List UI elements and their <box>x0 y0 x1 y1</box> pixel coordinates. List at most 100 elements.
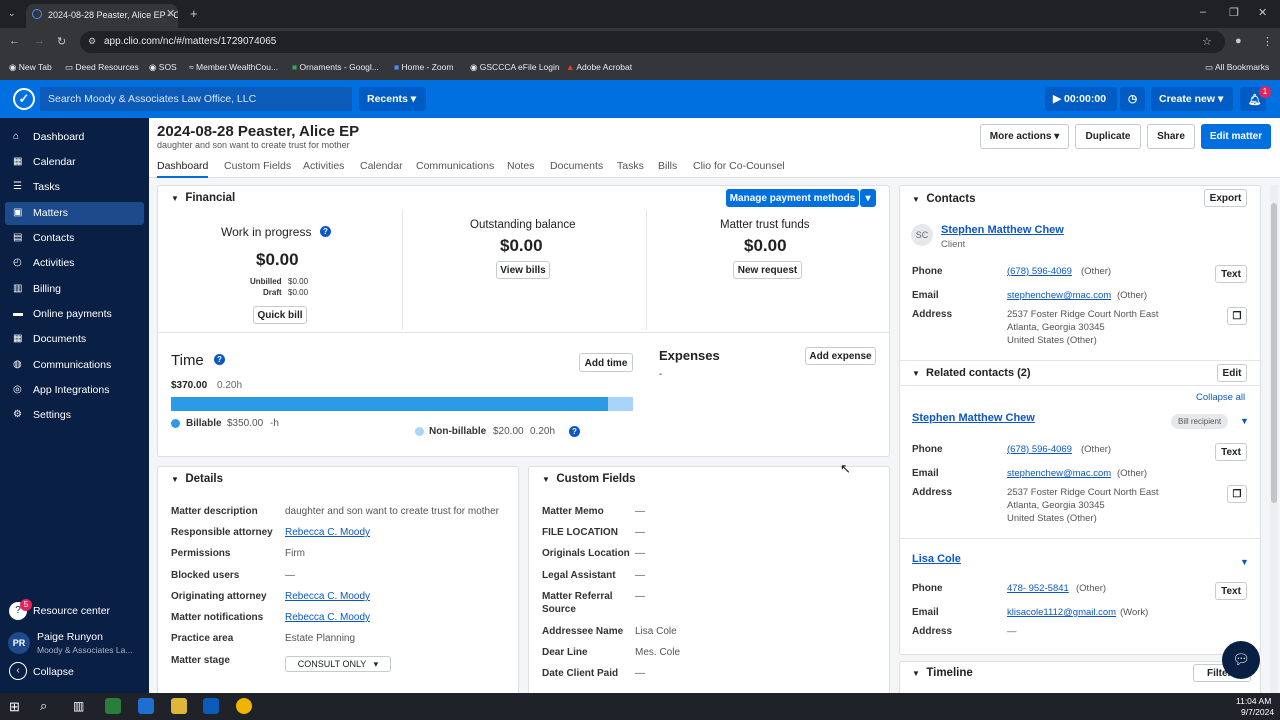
new-tab-icon[interactable]: + <box>190 6 198 21</box>
tab-notes[interactable]: Notes <box>507 160 535 172</box>
sidebar-item-tasks[interactable]: ☰ Tasks <box>13 181 60 193</box>
export-button[interactable]: Export <box>1204 189 1247 207</box>
tab-bills[interactable]: Bills <box>658 160 678 172</box>
new-request-button[interactable]: New request <box>733 261 802 279</box>
store-app-icon[interactable] <box>105 698 121 714</box>
edit-related-button[interactable]: Edit <box>1217 364 1247 382</box>
file-explorer-icon[interactable] <box>171 698 187 714</box>
text-related-button[interactable]: Text <box>1215 582 1247 600</box>
add-time-button[interactable]: Add time <box>579 353 633 372</box>
related-email-link[interactable]: klisacole1112@gmail.com <box>1007 607 1117 618</box>
client-email-link[interactable]: stephenchew@mac.com <box>1007 290 1112 301</box>
edit-matter-button[interactable]: Edit matter <box>1201 124 1271 149</box>
user-name[interactable]: Paige Runyon <box>37 631 103 643</box>
client-phone-link[interactable]: (678) 596-4069 <box>1007 266 1072 277</box>
create-new-button[interactable]: Create new ▾ <box>1151 87 1233 111</box>
taskbar-clock[interactable]: 11:04 AM <box>1236 696 1272 706</box>
bookmark-sos[interactable]: ◉ SOS <box>149 62 177 72</box>
scrollbar-thumb[interactable] <box>1271 203 1277 503</box>
timer-button[interactable]: ▶ 00:00:00 <box>1045 87 1117 111</box>
text-related-button[interactable]: Text <box>1215 443 1247 461</box>
sidebar-item-documents[interactable]: ▦ Documents <box>13 333 87 345</box>
copy-address-button[interactable]: ❐ <box>1227 485 1247 503</box>
back-icon[interactable]: ← <box>9 35 20 47</box>
recents-button[interactable]: Recents ▾ <box>359 87 426 111</box>
all-bookmarks[interactable]: ▭ All Bookmarks <box>1205 62 1270 72</box>
sidebar-item-dashboard[interactable]: ⌂ Dashboard <box>13 131 85 143</box>
taskbar-search-icon[interactable]: ⌕ <box>40 698 48 713</box>
restore-icon[interactable]: ❐ <box>1229 7 1239 19</box>
bookmark-zoom[interactable]: ■ Home - Zoom <box>394 62 454 72</box>
tab-tasks[interactable]: Tasks <box>617 160 644 172</box>
contacts-heading[interactable]: ▼ Contacts <box>912 193 976 205</box>
related-phone-link[interactable]: (678) 596-4069 <box>1007 444 1072 455</box>
sidebar-item-online-payments[interactable]: ▬ Online payments <box>13 308 112 320</box>
address-bar[interactable]: app.clio.com/nc/#/matters/1729074065 <box>80 31 1225 53</box>
tab-documents[interactable]: Documents <box>550 160 604 172</box>
profile-icon[interactable]: ● <box>1235 35 1242 47</box>
bookmark-star-icon[interactable]: ☆ <box>1202 36 1212 48</box>
tab-clio-co-counsel[interactable]: Clio for Co-Counsel <box>693 160 785 172</box>
chrome-app-icon[interactable] <box>236 698 252 714</box>
client-name-link[interactable]: Stephen Matthew Chew <box>941 224 1064 236</box>
chat-button[interactable]: 💬︎ <box>1222 641 1260 679</box>
tab-calendar[interactable]: Calendar <box>360 160 403 172</box>
responsible-attorney-link[interactable]: Rebecca C. Moody <box>285 527 371 538</box>
bookmark-ornaments[interactable]: ■ Ornaments - Googl... <box>292 62 379 72</box>
outlook-app-icon[interactable] <box>203 698 219 714</box>
tab-custom-fields[interactable]: Custom Fields <box>224 160 292 172</box>
more-actions-button[interactable]: More actions ▾ <box>980 124 1069 149</box>
global-search-input[interactable]: Search Moody & Associates Law Office, LL… <box>40 87 352 111</box>
custom-fields-heading[interactable]: ▼ Custom Fields <box>542 473 636 485</box>
tab-communications[interactable]: Communications <box>416 160 495 172</box>
bookmark-deed-resources[interactable]: ▭ Deed Resources <box>65 62 139 72</box>
sidebar-item-activities[interactable]: ◴ Activities <box>13 257 75 269</box>
related-contacts-heading[interactable]: ▼ Related contacts (2) <box>912 367 1031 379</box>
help-icon[interactable]: ? <box>569 426 580 437</box>
bookmark-new-tab[interactable]: ◉ New Tab <box>9 62 52 72</box>
details-heading[interactable]: ▼ Details <box>171 473 224 485</box>
quick-bill-button[interactable]: Quick bill <box>253 306 307 324</box>
matter-notifications-link[interactable]: Rebecca C. Moody <box>285 612 371 623</box>
avatar[interactable]: PR <box>8 632 30 654</box>
expand-contact-icon[interactable]: ▼ <box>1240 557 1249 567</box>
chrome-menu-icon[interactable]: ⋮ <box>1262 36 1273 48</box>
expand-contact-icon[interactable]: ▼ <box>1240 416 1249 426</box>
share-button[interactable]: Share <box>1147 124 1195 149</box>
taskbar-date[interactable]: 9/7/2024 <box>1241 707 1275 717</box>
add-expense-button[interactable]: Add expense <box>805 347 876 365</box>
task-view-icon[interactable]: ▥ <box>73 699 85 713</box>
tab-list-icon[interactable]: ⌄ <box>8 8 16 18</box>
mail-app-icon[interactable] <box>138 698 154 714</box>
financial-heading[interactable]: ▼ Financial <box>171 192 236 204</box>
sidebar-item-app-integrations[interactable]: ◎ App Integrations <box>13 384 110 396</box>
sidebar-item-billing[interactable]: ▥ Billing <box>13 283 62 295</box>
minimize-icon[interactable]: – <box>1200 6 1207 18</box>
bookmark-adobe[interactable]: ▲ Adobe Acrobat <box>566 62 633 72</box>
bookmark-wealthcounsel[interactable]: ≈ Member.WealthCou... <box>189 62 279 72</box>
timer-history-button[interactable]: ◷ <box>1120 87 1145 111</box>
sidebar-item-communications[interactable]: ◍ Communications <box>13 359 112 371</box>
copy-address-button[interactable]: ❐ <box>1227 307 1247 325</box>
sidebar-item-matters[interactable]: ▣ Matters <box>5 202 144 225</box>
reload-icon[interactable]: ↻ <box>57 36 67 48</box>
matter-stage-select[interactable]: CONSULT ONLY ▾ <box>285 656 391 672</box>
close-tab-icon[interactable]: ✕ <box>166 8 176 20</box>
collapse-all-link[interactable]: Collapse all <box>1196 392 1246 403</box>
windows-start-icon[interactable]: ⊞ <box>9 699 20 714</box>
browser-tab[interactable]: 2024-08-28 Peaster, Alice EP - Cl <box>26 4 178 28</box>
help-icon[interactable]: ? <box>320 226 331 237</box>
related-phone-link[interactable]: 478- 952-5841 <box>1007 583 1069 594</box>
window-close-icon[interactable]: ✕ <box>1258 7 1268 19</box>
bookmark-gsccca[interactable]: ◉ GSCCCA eFile Login <box>470 62 560 72</box>
related-contact-name[interactable]: Stephen Matthew Chew <box>912 412 1035 424</box>
clio-logo-icon[interactable]: ✓ <box>13 88 35 110</box>
sidebar-item-calendar[interactable]: ▦ Calendar <box>13 156 76 168</box>
view-bills-button[interactable]: View bills <box>496 261 550 279</box>
tab-activities[interactable]: Activities <box>303 160 345 172</box>
payment-methods-dropdown[interactable]: ▾ <box>860 189 876 207</box>
sidebar-item-settings[interactable]: ⚙ Settings <box>13 409 71 421</box>
page-scrollbar[interactable] <box>1270 185 1278 693</box>
site-info-icon[interactable]: ⚙ <box>88 36 97 46</box>
help-icon[interactable]: ? <box>214 354 225 365</box>
